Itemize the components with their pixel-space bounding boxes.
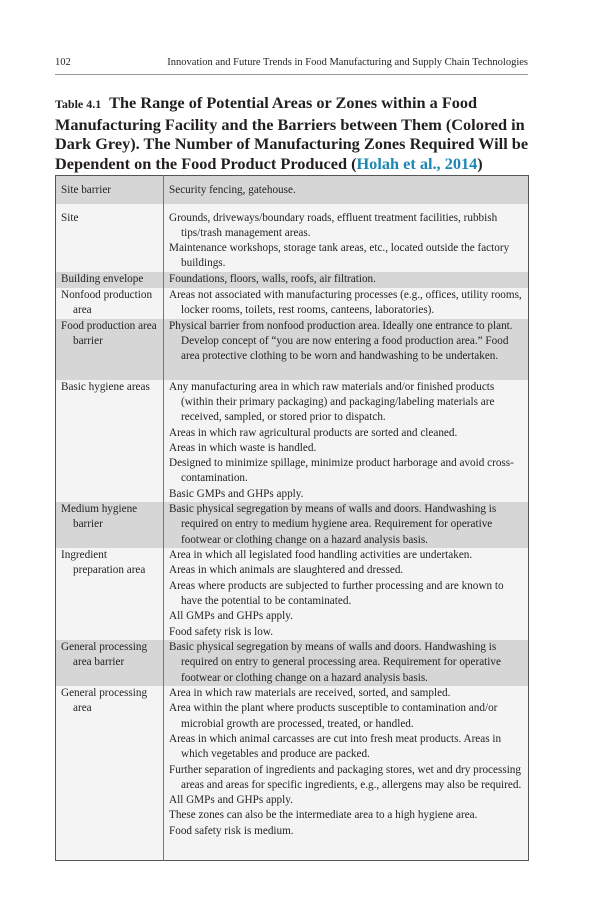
zone-description: Area in which raw materials are received…	[169, 687, 451, 700]
zone-description: Areas in which waste is handled.	[169, 441, 317, 454]
zone-description: Area within the plant where products sus…	[169, 702, 498, 730]
caption-close: )	[477, 153, 483, 173]
table-row: Nonfood production area Areas not associa…	[55, 287, 529, 319]
zone-description: Security fencing, gatehouse.	[169, 184, 296, 196]
zone-description: Foundations, floors, walls, roofs, air f…	[169, 272, 376, 285]
zone-name: Nonfood production area	[61, 288, 153, 316]
table-row: General processing area Area in which raw…	[55, 686, 529, 861]
zone-name: Site barrier	[61, 184, 112, 196]
zone-description: Food safety risk is medium.	[169, 824, 294, 837]
page-number: 102	[55, 57, 71, 68]
zone-description: These zones can also be the intermediate…	[169, 809, 478, 822]
table-row: General processing area barrier Basic phy…	[55, 640, 529, 687]
table-row: Medium hygiene barrier Basic physical seg…	[55, 502, 529, 549]
table-row: Site Grounds, driveways/boundary roads, e…	[55, 203, 529, 272]
running-title: Innovation and Future Trends in Food Man…	[167, 57, 528, 68]
table-label: Table 4.1	[55, 97, 102, 111]
table-row: Site barrier Security fencing, gatehouse.	[55, 175, 529, 204]
zone-description: Areas where products are subjected to fu…	[169, 579, 504, 607]
zone-description: Designed to minimize spillage, minimize …	[169, 457, 514, 485]
running-header: 102 Innovation and Future Trends in Food…	[55, 57, 528, 75]
zone-name: Site	[61, 211, 79, 224]
zone-description: All GMPs and GHPs apply.	[169, 794, 293, 807]
zone-description: All GMPs and GHPs apply.	[169, 610, 293, 623]
zone-description: Areas in which animal carcasses are cut …	[169, 732, 502, 761]
zone-description: Further separation of ingredients and pa…	[169, 763, 522, 791]
table-title: The Range of Potential Areas or Zones wi…	[55, 93, 529, 173]
zone-description: Grounds, driveways/boundary roads, efflu…	[169, 211, 498, 239]
zone-name: Building envelope	[61, 272, 144, 285]
zone-description: Maintenance workshops, storage tank area…	[169, 242, 510, 270]
zone-description: Areas in which raw agricultural products…	[169, 426, 458, 439]
table-row: Ingredient preparation area Area in which…	[55, 548, 529, 641]
table-row: Building envelope Foundations, floors, wa…	[55, 271, 529, 288]
zone-name: Ingredient preparation area	[61, 549, 146, 577]
zone-name: General processing area barrier	[61, 641, 148, 669]
zone-description: Food safety risk is low.	[169, 625, 273, 638]
zone-name: Basic hygiene areas	[61, 380, 150, 393]
zone-description: Areas in which animals are slaughtered a…	[169, 564, 404, 577]
zone-description: Areas not associated with manufacturing …	[169, 288, 522, 316]
table-row: Food production area barrier Physical bar…	[55, 318, 529, 380]
zone-description: Basic physical segregation by means of w…	[169, 503, 497, 546]
zone-name: Medium hygiene barrier	[61, 503, 138, 531]
table-row: Basic hygiene areas Any manufacturing are…	[55, 379, 529, 503]
zone-description: Any manufacturing area in which raw mate…	[169, 380, 495, 424]
zone-name: General processing area	[61, 687, 148, 715]
zone-description: Physical barrier from nonfood production…	[169, 319, 513, 363]
table-caption: Table 4.1 The Range of Potential Areas o…	[55, 93, 535, 173]
zone-name: Food production area barrier	[61, 319, 157, 347]
zone-description: Basic GMPs and GHPs apply.	[169, 487, 304, 500]
zones-table: Site barrier Security fencing, gatehouse.…	[55, 175, 529, 861]
zone-description: Basic physical segregation by means of w…	[169, 641, 501, 684]
citation-link[interactable]: Holah et al., 2014	[356, 153, 478, 173]
zone-description: Area in which all legislated food handli…	[169, 549, 473, 562]
